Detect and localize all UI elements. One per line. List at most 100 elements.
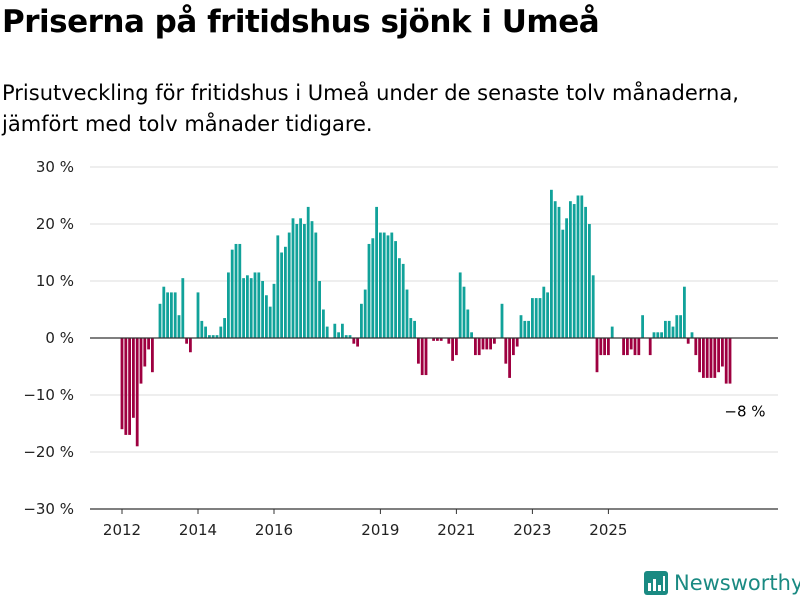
brand-name: Newsworthy: [674, 571, 800, 595]
bar: [196, 292, 200, 338]
bar: [246, 275, 249, 338]
x-axis: 2012 2014 2016 2019 2021 2023 2025: [90, 508, 778, 539]
bar: [367, 243, 371, 338]
bar: [512, 338, 515, 356]
bar: [439, 338, 443, 341]
y-axis-labels: 30 % 20 % 10 % 0 % −10 % −20 % −30 %: [23, 158, 74, 518]
bar: [610, 326, 614, 338]
bar: [413, 320, 416, 338]
bar: [249, 278, 253, 338]
bar: [170, 292, 173, 338]
bar: [705, 338, 709, 378]
bar: [375, 206, 378, 338]
bar: [591, 275, 595, 338]
bar: [667, 320, 671, 338]
bar: [314, 232, 318, 338]
bar: [371, 238, 375, 338]
bar: [257, 272, 261, 338]
x-tick-label: 2025: [589, 521, 627, 539]
bar: [189, 338, 192, 353]
bar: [363, 289, 367, 338]
bar: [344, 335, 348, 338]
x-tick-label: 2014: [179, 521, 217, 539]
bar: [158, 303, 162, 338]
bar: [519, 315, 523, 338]
bar: [588, 224, 591, 338]
bar: [470, 332, 473, 338]
bar: [215, 335, 219, 338]
bar: [230, 249, 234, 338]
chart-title: Priserna på fritidshus sjönk i Umeå: [2, 4, 600, 40]
bar: [177, 315, 181, 338]
x-tick-label: 2019: [361, 521, 399, 539]
bar: [481, 338, 485, 350]
bar: [341, 323, 344, 338]
bar: [390, 232, 394, 338]
bar: [717, 338, 720, 373]
bar: [622, 338, 625, 356]
bar: [679, 315, 682, 338]
bar: [686, 338, 690, 344]
bar: [664, 320, 667, 338]
bar: [569, 201, 572, 338]
bar: [546, 292, 549, 338]
bar: [648, 338, 652, 356]
bar: [580, 195, 584, 338]
newsworthy-logo-icon: [644, 571, 668, 595]
bar: [120, 338, 124, 430]
bar: [360, 303, 363, 338]
bar: [143, 338, 147, 367]
bar: [436, 338, 439, 341]
bar: [306, 206, 310, 338]
bar: [291, 218, 295, 338]
bar: [128, 338, 131, 435]
bar: [690, 332, 694, 338]
bar: [595, 338, 599, 373]
bar: [671, 326, 675, 338]
bar: [462, 286, 466, 338]
bar: [208, 335, 211, 338]
bar: [557, 206, 561, 338]
bar: [132, 338, 135, 418]
bar: [166, 292, 169, 338]
y-tick-label: 0 %: [45, 329, 74, 347]
bar: [565, 218, 568, 338]
bar: [417, 338, 420, 364]
bar: [139, 338, 143, 384]
bar: [287, 232, 291, 338]
bar: [356, 338, 359, 347]
bar: [504, 338, 508, 364]
bar: [561, 229, 565, 338]
bar: [234, 243, 238, 338]
chart-subtitle: Prisutveckling för fritidshus i Umeå und…: [2, 81, 739, 136]
bar: [204, 326, 207, 338]
bar: [242, 278, 245, 338]
bar: [432, 338, 435, 341]
bar: [181, 278, 185, 338]
bar: [337, 332, 340, 338]
bar: [424, 338, 428, 376]
x-tick-label: 2012: [103, 521, 141, 539]
bar: [652, 332, 656, 338]
bar: [599, 338, 603, 356]
bar: [394, 241, 397, 338]
bar: [151, 338, 154, 373]
bar: [523, 320, 527, 338]
newsworthy-logo[interactable]: Newsworthy: [644, 568, 800, 598]
bar: [572, 204, 576, 338]
bar: [576, 195, 580, 338]
annotations: −8 %: [724, 403, 765, 421]
bar: [265, 295, 268, 338]
y-tick-label: 10 %: [36, 272, 74, 290]
bars: [120, 189, 732, 447]
bar: [398, 258, 401, 338]
bar: [185, 338, 188, 344]
bar: [352, 338, 356, 344]
bar: [325, 326, 329, 338]
bar: [280, 252, 283, 338]
bar: [451, 338, 454, 361]
y-tick-label: −20 %: [23, 443, 74, 461]
bar: [515, 338, 519, 347]
bar: [550, 189, 553, 338]
